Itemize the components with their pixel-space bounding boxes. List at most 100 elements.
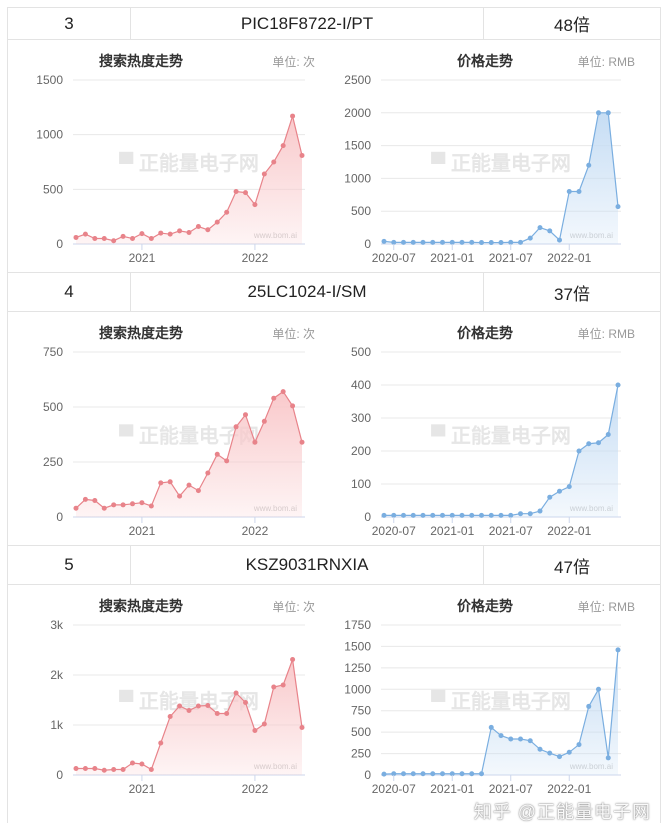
data-point (186, 482, 192, 488)
y-tick-label: 500 (351, 204, 371, 218)
data-point (440, 512, 445, 518)
data-point (130, 236, 135, 242)
price-trend-chart: 价格走势 单位: RMB 0 250 500 750 1000 1250 1500 1750 ▀ 正… (344, 598, 635, 796)
data-point (615, 647, 621, 653)
data-point (527, 738, 533, 744)
data-point (195, 488, 201, 494)
y-tick-label: 1000 (36, 128, 63, 142)
y-tick-label: 1500 (344, 139, 371, 153)
data-point (224, 711, 230, 716)
data-point (252, 202, 258, 208)
data-point (290, 403, 296, 409)
y-tick-label: 500 (351, 345, 371, 359)
row-index: 4 (8, 273, 131, 311)
data-point (488, 512, 494, 518)
data-point (271, 395, 277, 401)
data-point (290, 113, 296, 119)
part-number[interactable]: PIC18F8722-I/PT (131, 8, 484, 39)
data-point (469, 239, 475, 245)
data-point (148, 236, 154, 242)
chart-unit: 单位: RMB (578, 599, 635, 614)
data-point (410, 239, 416, 245)
data-point (420, 239, 426, 245)
part-number[interactable]: 25LC1024-I/SM (131, 273, 484, 311)
data-point (158, 740, 164, 746)
data-point (508, 736, 514, 742)
data-point (430, 512, 436, 518)
data-point (518, 736, 523, 742)
table-row: 4 25LC1024-I/SM 37倍 (7, 272, 661, 312)
data-point (82, 496, 88, 502)
data-point (158, 480, 164, 486)
x-tick-label: 2021 (129, 251, 156, 265)
y-tick-label: 1000 (344, 682, 371, 696)
x-tick-label: 2021-07 (489, 251, 533, 265)
x-tick-label: 2021-07 (489, 524, 533, 538)
data-point (527, 511, 533, 517)
data-point (605, 432, 611, 437)
chart-title: 价格走势 (457, 53, 513, 69)
x-tick-label: 2022-01 (547, 782, 591, 796)
data-point (92, 498, 98, 503)
data-point (73, 234, 79, 240)
data-point (459, 771, 465, 777)
data-point (186, 230, 192, 236)
data-point (148, 503, 154, 509)
part-number[interactable]: KSZ9031RNXIA (131, 546, 484, 584)
data-point (167, 231, 173, 237)
y-tick-label: 1500 (36, 73, 63, 87)
data-point (92, 236, 98, 242)
data-point (252, 728, 258, 733)
data-point (381, 238, 387, 244)
y-tick-label: 250 (351, 747, 371, 761)
data-point (566, 484, 572, 490)
data-point (271, 159, 277, 165)
data-point (430, 771, 436, 777)
chart-unit: 单位: 次 (272, 54, 315, 69)
series-area (384, 112, 618, 244)
y-tick-label: 1000 (344, 171, 371, 185)
chart-title: 搜索热度走势 (99, 53, 183, 69)
y-tick-label: 400 (351, 378, 371, 392)
data-point (586, 441, 592, 447)
data-point (576, 189, 582, 195)
y-tick-label: 0 (56, 510, 63, 524)
chart-title: 价格走势 (457, 325, 513, 341)
y-tick-label: 2k (50, 668, 64, 682)
data-point (177, 703, 183, 709)
data-point (111, 767, 117, 772)
data-point (469, 512, 475, 518)
data-point (518, 511, 523, 517)
data-point (290, 657, 296, 662)
data-point (233, 189, 239, 195)
y-tick-label: 500 (43, 400, 63, 414)
data-point (440, 239, 445, 245)
data-point (111, 502, 117, 508)
x-tick-label: 2021-07 (489, 782, 533, 796)
data-point (479, 240, 484, 246)
data-point (139, 500, 145, 506)
data-point (440, 771, 445, 777)
data-point (224, 209, 230, 215)
data-point (280, 389, 286, 395)
data-point (120, 502, 126, 508)
data-point (101, 767, 107, 773)
data-point (233, 424, 239, 430)
data-point (233, 690, 239, 696)
data-point (596, 110, 601, 116)
x-tick-label: 2021-01 (430, 251, 474, 265)
y-tick-label: 0 (364, 768, 371, 782)
data-point (167, 714, 173, 719)
data-point (547, 228, 553, 234)
data-point (205, 470, 211, 476)
data-point (214, 711, 220, 716)
data-point (527, 235, 533, 241)
data-point (139, 231, 145, 237)
data-point (508, 239, 514, 245)
data-point (148, 767, 154, 772)
data-point (130, 501, 135, 507)
